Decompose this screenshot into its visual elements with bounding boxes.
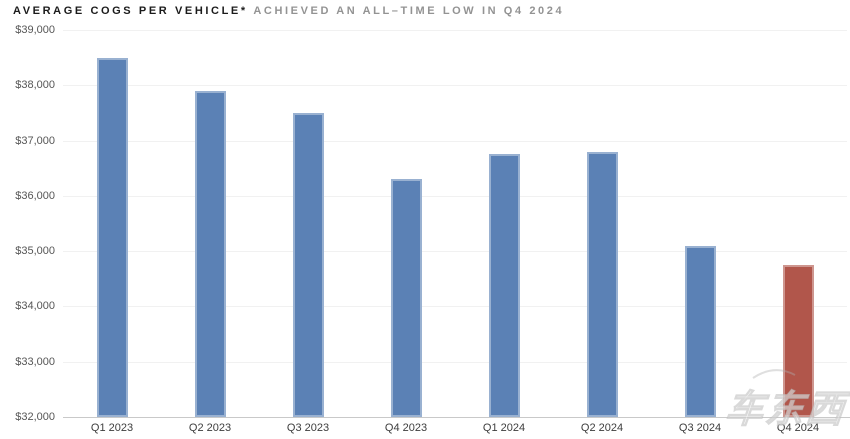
bar-q3-2024: [685, 246, 716, 417]
chart-title-main: AVERAGE COGS PER VEHICLE*: [13, 5, 248, 17]
x-tick-label-q4-2023: Q4 2023: [384, 422, 428, 434]
x-tick-label-q2-2024: Q2 2024: [580, 422, 624, 434]
x-axis-line: [63, 417, 850, 418]
x-tick-label-q1-2023: Q1 2023: [90, 422, 134, 434]
x-tick-label-q3-2023: Q3 2023: [286, 422, 330, 434]
y-tick-label-35000: $35,000: [15, 245, 55, 257]
gridline-33000: [63, 362, 847, 363]
bar-q2-2023: [195, 91, 226, 417]
chart-title-sub: ACHIEVED AN ALL–TIME LOW IN Q4 2024: [253, 5, 565, 17]
y-tick-label-32000: $32,000: [15, 411, 55, 423]
bar-q1-2023: [97, 58, 128, 417]
y-tick-label-33000: $33,000: [15, 356, 55, 368]
gridline-36000: [63, 196, 847, 197]
gridline-35000: [63, 251, 847, 252]
bar-q1-2024: [489, 154, 520, 417]
bar-q4-2024: [783, 265, 814, 417]
x-tick-label-q2-2023: Q2 2023: [188, 422, 232, 434]
y-tick-label-39000: $39,000: [15, 24, 55, 36]
bar-q2-2024: [587, 152, 618, 417]
y-tick-label-34000: $34,000: [15, 300, 55, 312]
gridline-39000: [63, 30, 847, 31]
x-tick-label-q1-2024: Q1 2024: [482, 422, 526, 434]
y-tick-label-38000: $38,000: [15, 79, 55, 91]
y-tick-label-37000: $37,000: [15, 135, 55, 147]
y-tick-label-36000: $36,000: [15, 190, 55, 202]
bar-q4-2023: [391, 179, 422, 417]
x-tick-label-q4-2024: Q4 2024: [776, 422, 820, 434]
x-tick-label-q3-2024: Q3 2024: [678, 422, 722, 434]
bar-q3-2023: [293, 113, 324, 417]
gridline-38000: [63, 85, 847, 86]
gridline-34000: [63, 306, 847, 307]
chart-title: AVERAGE COGS PER VEHICLE* ACHIEVED AN AL…: [13, 5, 564, 17]
gridline-37000: [63, 141, 847, 142]
